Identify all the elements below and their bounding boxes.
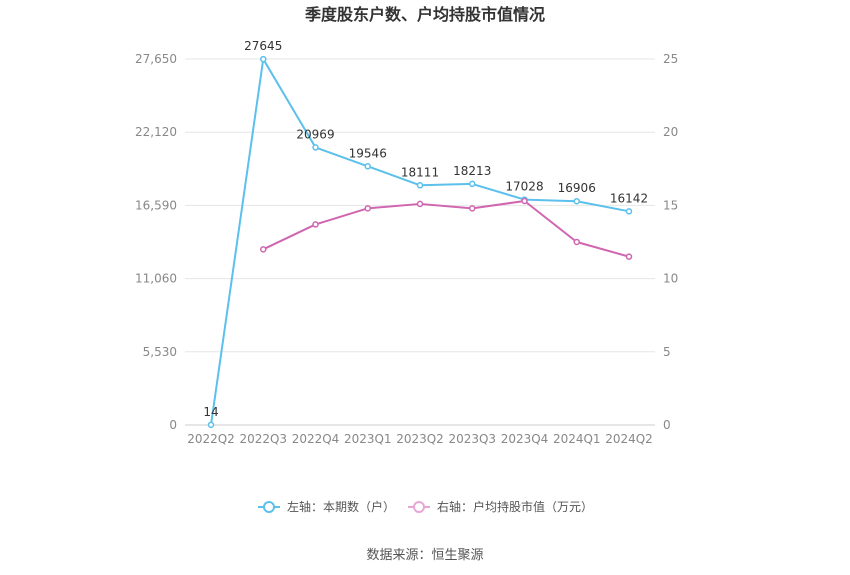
x-tick-label: 2024Q1 <box>553 432 601 446</box>
data-label: 18213 <box>453 164 491 178</box>
left-tick-label: 16,590 <box>135 198 177 212</box>
legend-label-left: 左轴：本期数（户） <box>287 499 395 514</box>
data-point-left <box>312 144 319 151</box>
x-tick-label: 2022Q2 <box>187 432 235 446</box>
data-point-left <box>260 55 267 63</box>
right-axis-ticks: 0 5 10 15 20 25 <box>663 52 678 432</box>
series-line-left <box>210 58 630 425</box>
x-axis-ticks: 2022Q2 2022Q3 2022Q4 2023Q1 2023Q2 2023Q3 2023… <box>187 432 653 446</box>
data-point-left <box>364 163 371 170</box>
legend-marker-right <box>413 501 425 513</box>
data-point-right <box>364 205 371 212</box>
legend-label-right: 右轴：户均持股市值（万元） <box>437 499 593 514</box>
chart-title: 季度股东户数、户均持股市值情况 <box>304 5 545 24</box>
data-point-left <box>469 180 476 188</box>
series-line-right <box>262 200 630 258</box>
data-point-left <box>207 421 215 429</box>
right-tick-label: 0 <box>663 418 671 432</box>
x-tick-label: 2022Q3 <box>239 432 287 446</box>
left-tick-label: 27,650 <box>135 52 177 66</box>
x-tick-label: 2024Q2 <box>605 432 653 446</box>
right-tick-label: 5 <box>663 345 671 359</box>
left-tick-label: 0 <box>169 418 177 432</box>
legend-marker-left <box>263 501 275 513</box>
x-tick-label: 2023Q3 <box>448 432 496 446</box>
legend: 左轴：本期数（户） 右轴：户均持股市值（万元） <box>258 499 593 514</box>
data-point-left <box>416 182 424 189</box>
data-point-left <box>625 208 633 215</box>
data-point-right <box>573 238 580 246</box>
x-tick-label: 2023Q1 <box>344 432 392 446</box>
data-label: 16906 <box>558 181 596 195</box>
right-tick-label: 10 <box>663 272 678 286</box>
x-tick-label: 2023Q4 <box>501 432 549 446</box>
data-label: 19546 <box>349 146 387 160</box>
data-point-right <box>469 205 476 212</box>
data-label: 27645 <box>244 39 282 53</box>
data-label: 20969 <box>296 127 334 141</box>
legend-item-left[interactable]: 左轴：本期数（户） <box>258 499 395 514</box>
data-point-right <box>416 200 424 208</box>
data-label: 18111 <box>401 165 439 179</box>
data-point-left <box>573 197 580 205</box>
data-label: 17028 <box>505 180 543 194</box>
data-point-right <box>312 221 319 228</box>
right-tick-label: 15 <box>663 198 678 212</box>
left-axis-ticks: 0 5,530 11,060 16,590 22,120 27,650 <box>135 52 177 432</box>
data-point-right <box>260 246 267 253</box>
left-tick-label: 11,060 <box>135 272 177 286</box>
legend-item-right[interactable]: 右轴：户均持股市值（万元） <box>408 499 593 514</box>
series-layer: 14 27645 20969 19546 18111 18213 17028 16906 161… <box>203 39 648 429</box>
source-note: 数据来源：恒生聚源 <box>366 548 483 563</box>
data-point-right <box>625 253 633 260</box>
right-tick-label: 20 <box>663 125 678 139</box>
data-label: 16142 <box>610 191 648 205</box>
left-tick-label: 5,530 <box>143 345 177 359</box>
x-tick-label: 2023Q2 <box>396 432 444 446</box>
right-tick-label: 25 <box>663 52 678 66</box>
left-tick-label: 22,120 <box>135 125 177 139</box>
data-label: 14 <box>203 405 218 419</box>
data-point-right <box>521 197 528 205</box>
x-tick-label: 2022Q4 <box>292 432 340 446</box>
